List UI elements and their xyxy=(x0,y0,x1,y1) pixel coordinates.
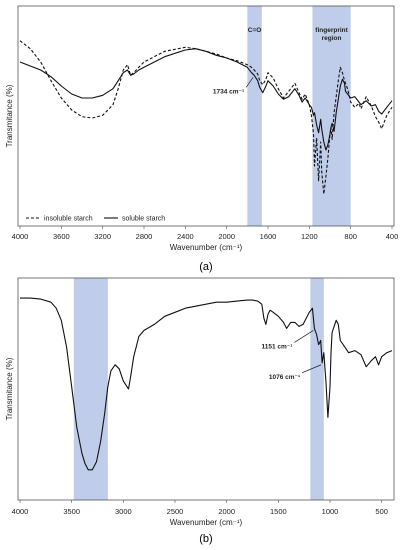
x-tick-label: 2000 xyxy=(218,507,235,516)
panel-caption: (b) xyxy=(199,533,212,545)
plot-frame xyxy=(17,5,395,227)
x-tick-label: 400 xyxy=(386,232,399,241)
x-tick-label: 800 xyxy=(344,232,357,241)
annotation-label: 1151 cm⁻¹ xyxy=(261,343,292,350)
annotation-arrow xyxy=(294,330,314,343)
x-axis-label: Wavenumber (cm⁻¹) xyxy=(170,243,243,252)
x-tick-label: 4000 xyxy=(12,507,29,516)
shaded-region xyxy=(247,6,262,226)
x-tick-label: 3200 xyxy=(94,232,111,241)
annotation-arrow xyxy=(245,77,254,88)
annotation-label: 1734 cm⁻¹ xyxy=(213,88,244,95)
chart-panel-2: 1151 cm⁻¹ 1076 cm⁻¹ 4000 3500 3000 2500 2000 15… xyxy=(5,277,395,545)
x-tick-label: 3500 xyxy=(63,507,80,516)
x-tick-label: 1600 xyxy=(260,232,277,241)
x-tick-label: 2000 xyxy=(218,232,235,241)
x-tick-label: 4000 xyxy=(12,232,29,241)
annotation-label: 1076 cm⁻¹ xyxy=(269,374,300,381)
legend-label: insoluble starch xyxy=(44,216,93,223)
x-tick-label: 2800 xyxy=(136,232,153,241)
region-label: fingerprint xyxy=(315,27,348,34)
plot-frame xyxy=(17,277,395,501)
shaded-region xyxy=(312,6,351,226)
y-axis-label: Transmitance (%) xyxy=(5,357,14,420)
shaded-region xyxy=(310,278,324,500)
x-tick-label: 1000 xyxy=(322,507,339,516)
x-tick-label: 2400 xyxy=(177,232,194,241)
x-tick-label: 500 xyxy=(375,507,388,516)
x-tick-label: 1500 xyxy=(270,507,287,516)
region-label: region xyxy=(322,35,342,42)
shaded-region xyxy=(73,278,108,500)
region-label: C=O xyxy=(248,27,262,34)
y-axis-label: Transmitance (%) xyxy=(5,84,14,147)
x-tick-label: 1200 xyxy=(301,232,318,241)
series-line xyxy=(20,297,393,471)
x-tick-label: 3000 xyxy=(115,507,132,516)
x-tick-label: 3600 xyxy=(53,232,70,241)
series-line xyxy=(19,48,393,151)
legend-label: soluble starch xyxy=(122,216,165,223)
series-line xyxy=(19,40,393,195)
panel-caption: (a) xyxy=(199,261,212,273)
x-axis-label: Wavenumber (cm⁻¹) xyxy=(170,518,243,527)
x-tick-label: 2500 xyxy=(167,507,184,516)
annotation-arrow xyxy=(302,364,322,374)
